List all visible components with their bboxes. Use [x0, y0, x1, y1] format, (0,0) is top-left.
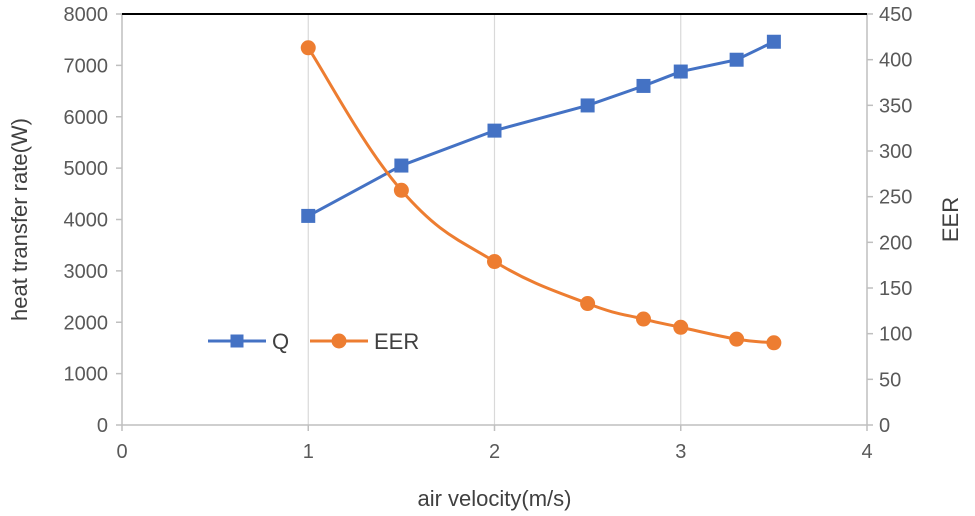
y2-tick-label: 450 — [879, 4, 912, 26]
y2-tick-label: 300 — [879, 141, 912, 163]
y2-tick-label: 350 — [879, 95, 912, 117]
y-tick-label: 0 — [97, 415, 108, 437]
legend-q-label: Q — [272, 329, 289, 354]
y-tick-label: 1000 — [64, 364, 109, 386]
series-eer-point — [487, 254, 502, 270]
y-tick-label: 8000 — [64, 4, 109, 26]
series-eer-line — [306, 46, 776, 345]
legend: Q EER — [208, 329, 419, 354]
y2-axis-title: EER — [938, 197, 963, 242]
y-tick-label: 5000 — [64, 158, 109, 180]
series-eer-point — [636, 311, 651, 327]
y-tick-label: 2000 — [64, 312, 109, 334]
legend-eer-marker — [331, 333, 347, 349]
series-eer-point — [300, 40, 316, 56]
series-q-point — [301, 208, 316, 223]
series-q-line — [306, 40, 776, 218]
series-eer-point — [729, 331, 745, 347]
x-tick-label: 4 — [861, 441, 872, 463]
series-q-point — [394, 158, 409, 173]
axis-layer: 0 1 2 3 401000200030004000500060007000800005… — [64, 4, 913, 463]
y-tick-label: 7000 — [64, 55, 109, 77]
y2-tick-label: 50 — [879, 369, 901, 391]
series-q-point — [766, 34, 781, 49]
series-eer-point — [766, 335, 782, 351]
series-q-point — [636, 78, 651, 93]
legend-eer-label: EER — [374, 329, 419, 354]
y2-tick-label: 200 — [879, 232, 912, 254]
y-axis-title: heat transfer rate(W) — [7, 118, 32, 321]
x-tick-label: 3 — [675, 441, 686, 463]
y2-tick-label: 150 — [879, 278, 912, 300]
series-q-point — [487, 123, 502, 138]
legend-q-marker — [230, 334, 244, 348]
series-eer-point — [393, 182, 409, 198]
x-tick-label: 1 — [303, 441, 314, 463]
y2-tick-label: 100 — [879, 324, 912, 346]
series-eer-point — [673, 319, 689, 335]
x-axis-title: air velocity(m/s) — [417, 486, 571, 511]
y2-tick-label: 400 — [879, 50, 912, 72]
y2-tick-label: 250 — [879, 187, 912, 209]
series-q-point — [729, 52, 744, 67]
series-layer — [300, 34, 782, 351]
y2-tick-label: 0 — [879, 415, 890, 437]
y-tick-label: 4000 — [64, 210, 109, 232]
series-q-point — [673, 64, 688, 79]
series-eer-point — [580, 296, 596, 312]
x-tick-label: 2 — [489, 441, 500, 463]
y-tick-label: 3000 — [64, 261, 109, 283]
series-q-point — [580, 98, 595, 113]
grid-layer — [307, 14, 682, 425]
y-tick-label: 6000 — [64, 107, 109, 129]
x-tick-label: 0 — [116, 441, 127, 463]
